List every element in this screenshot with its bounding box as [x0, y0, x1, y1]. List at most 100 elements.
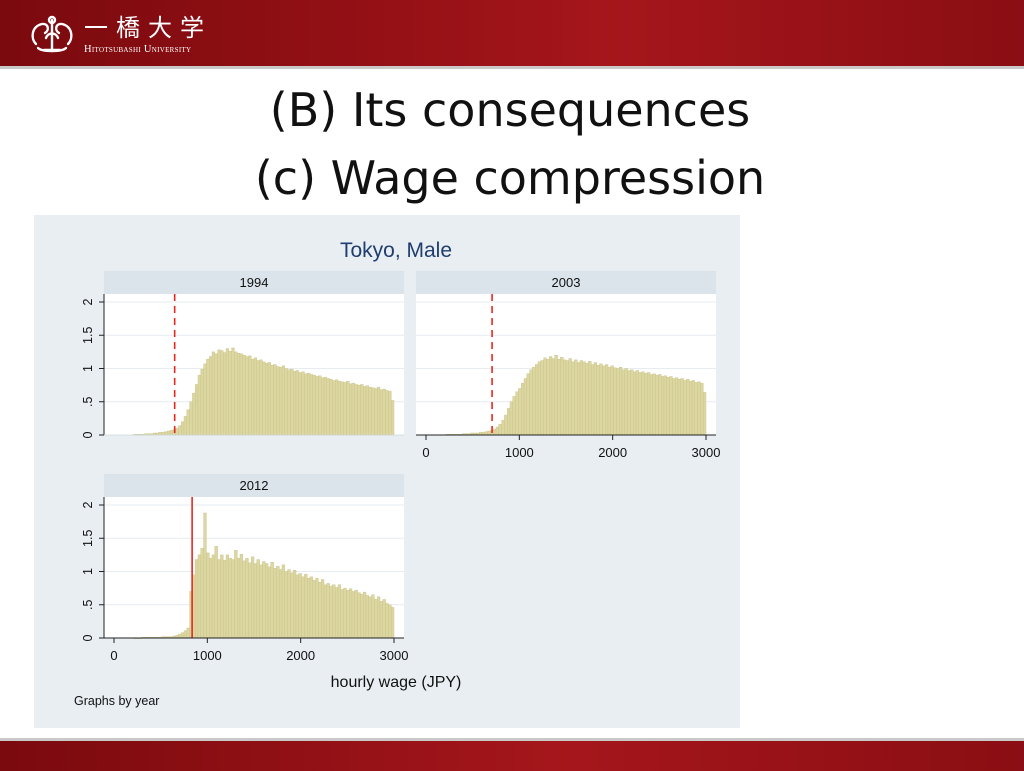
- bar-2012-1215: [225, 554, 229, 639]
- bar-1994-1245: [228, 351, 232, 436]
- bar-2003-1365: [551, 358, 555, 436]
- bar-1994-2385: [335, 379, 339, 436]
- bar-1994-915: [197, 374, 201, 436]
- panel-1994: 1994 0 .5 1 1.5 2: [81, 271, 404, 438]
- bar-1994-1845: [284, 368, 288, 436]
- bar-2003-1635: [577, 362, 581, 436]
- bar-2012-2055: [304, 573, 308, 639]
- bar-1994-2565: [351, 382, 355, 436]
- bar-2012-1035: [208, 558, 213, 639]
- bar-2012-1485: [250, 556, 255, 639]
- bar-1994-765: [183, 416, 187, 436]
- bar-2003-2055: [616, 368, 620, 436]
- bar-2003-1005: [518, 388, 522, 436]
- bar-2003-915: [509, 401, 513, 436]
- bar-2012-2415: [337, 584, 341, 639]
- bar-2012-1875: [287, 569, 291, 639]
- bar-1994-855: [192, 392, 196, 436]
- bar-1994-1725: [273, 364, 277, 436]
- bar-1994-705: [178, 425, 182, 436]
- bar-2012-1605: [262, 561, 266, 639]
- bar-1994-1215: [225, 348, 229, 436]
- bar-1994-2415: [337, 380, 341, 436]
- bar-2003-2115: [621, 369, 625, 436]
- bar-2012-765: [183, 630, 187, 639]
- bar-1994-1995: [298, 372, 302, 436]
- x-tick-label-2003-2000: 2000: [598, 445, 627, 460]
- bar-2012-2295: [326, 583, 330, 639]
- y-tick-label-1994-.5: .5: [81, 396, 95, 406]
- bar-2003-795: [498, 424, 502, 436]
- bar-2012-2565: [351, 591, 355, 639]
- bar-2012-2655: [360, 593, 364, 639]
- bar-2003-2565: [663, 375, 667, 436]
- bar-2003-2175: [627, 370, 631, 436]
- bar-2012-795: [186, 627, 190, 639]
- bar-1994-1965: [295, 370, 299, 436]
- x-tick-label-2012-3000: 3000: [380, 648, 409, 663]
- bar-2003-1425: [557, 358, 561, 436]
- bar-2003-2295: [638, 372, 642, 436]
- x-tick-label-2003-0: 0: [422, 445, 429, 460]
- panel-strip-1994: [104, 271, 404, 294]
- slide-title-line-2: (c) Wage compression: [254, 151, 766, 205]
- bar-1994-2235: [321, 377, 325, 436]
- bar-2012-2715: [365, 595, 369, 639]
- bar-1994-1635: [264, 362, 269, 436]
- bar-2012-1665: [267, 566, 271, 639]
- bar-2012-1095: [214, 546, 218, 639]
- bar-2003-1395: [554, 354, 558, 436]
- university-logo: 一橋大学 Hitotsubashi University: [28, 14, 218, 56]
- bar-1994-1365: [239, 353, 243, 436]
- x-tick-label-2003-3000: 3000: [692, 445, 721, 460]
- bar-1994-2265: [323, 376, 327, 436]
- bar-2003-1545: [568, 358, 572, 436]
- bar-1994-2535: [349, 383, 353, 436]
- bar-1994-2445: [340, 381, 344, 436]
- bar-2012-2625: [357, 592, 361, 639]
- bar-2003-1935: [605, 364, 609, 436]
- top-banner: 一橋大学 Hitotsubashi University: [0, 0, 1024, 69]
- bar-2003-1125: [529, 369, 533, 436]
- y-tick-label-2012-1: 1: [81, 568, 95, 575]
- bar-1994-795: [186, 409, 190, 436]
- bar-1994-2475: [343, 382, 347, 436]
- bar-2012-2805: [374, 599, 378, 639]
- panel-strip-2003: [416, 271, 716, 294]
- bar-2003-2835: [689, 380, 693, 436]
- bar-2012-2595: [354, 589, 358, 639]
- bar-1994-2745: [368, 386, 372, 436]
- bar-1994-2985: [391, 400, 395, 436]
- bar-1994-1335: [236, 353, 241, 436]
- bar-1994-1545: [256, 360, 260, 436]
- bar-2003-2595: [666, 376, 670, 436]
- histogram-chart: Tokyo, Male 1994 0.5 1 1.5 2 2003 0 1000 2000 300…: [34, 215, 740, 733]
- bar-1994-2175: [315, 376, 319, 436]
- logo-name-en: Hitotsubashi University: [84, 44, 192, 55]
- bar-2003-2895: [694, 382, 698, 436]
- y-tick-label-1994-2: 2: [81, 298, 95, 305]
- bar-2003-1725: [585, 362, 589, 436]
- bar-1994-2625: [357, 384, 361, 436]
- bar-2012-1365: [239, 554, 243, 639]
- bar-1994-975: [203, 363, 207, 436]
- bar-2012-2175: [315, 577, 319, 639]
- bar-1994-2805: [374, 388, 378, 436]
- bar-2012-2325: [329, 585, 333, 639]
- bar-1994-2505: [346, 380, 350, 436]
- bar-1994-1425: [245, 356, 249, 436]
- bar-2003-1575: [571, 361, 575, 436]
- bar-2003-1035: [521, 382, 525, 436]
- bar-2003-2025: [613, 367, 617, 436]
- bar-2012-735: [180, 632, 185, 639]
- bar-2012-1845: [284, 571, 288, 639]
- bar-2012-1455: [248, 562, 252, 639]
- bar-1994-675: [175, 428, 179, 436]
- bar-2012-2835: [377, 596, 381, 639]
- bar-2012-2025: [301, 576, 305, 639]
- bar-2003-2205: [630, 369, 634, 436]
- bar-1994-615: [169, 430, 173, 436]
- bar-2012-1965: [295, 574, 299, 639]
- bar-2003-2925: [697, 381, 701, 436]
- bar-2012-915: [197, 554, 201, 639]
